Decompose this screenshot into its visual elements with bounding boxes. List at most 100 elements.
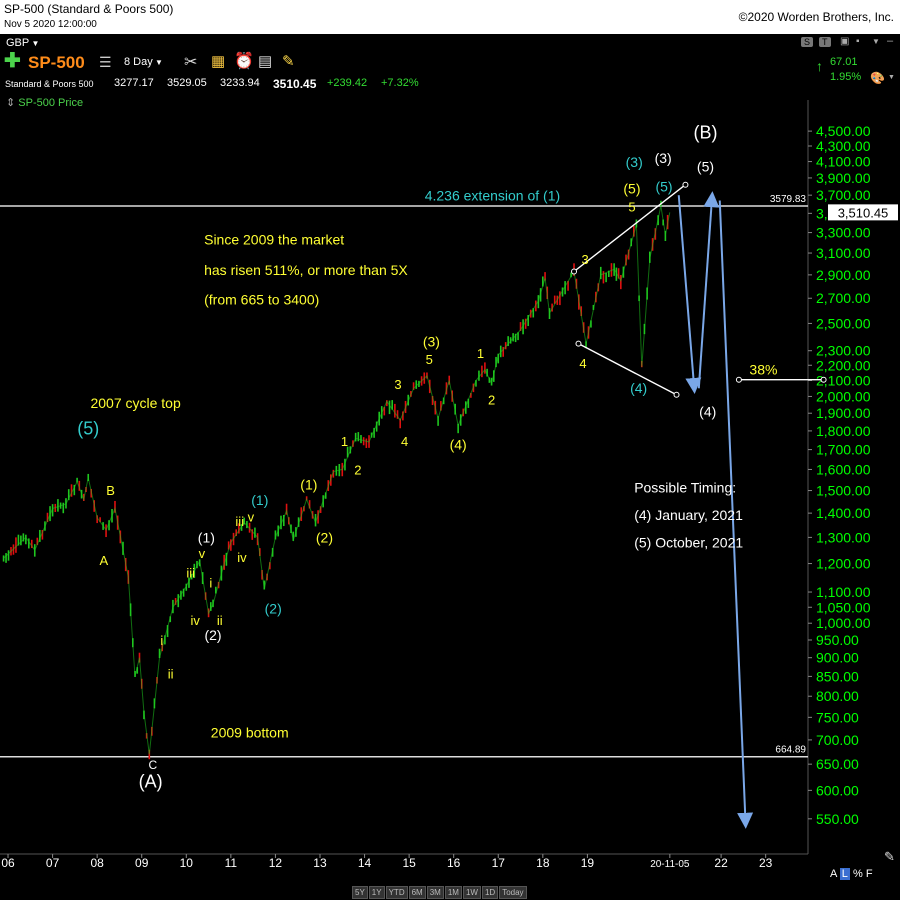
range-button-today[interactable]: Today	[499, 886, 527, 899]
trendline	[578, 343, 677, 396]
range-button-3m[interactable]: 3M	[426, 886, 444, 899]
wave-label: B	[106, 483, 115, 498]
list-icon[interactable]: ☰	[99, 54, 112, 70]
wave-label: 2	[354, 463, 361, 478]
quote-high: 3529.05	[167, 77, 207, 89]
range-button-1w[interactable]: 1W	[462, 886, 481, 899]
chevron-down-icon[interactable]: ▼	[888, 74, 895, 81]
wave-label: (3)	[423, 333, 440, 349]
note-icon[interactable]: ✎	[282, 53, 295, 70]
pencil-icon[interactable]: ✎	[884, 849, 895, 864]
trendline-end-point	[673, 391, 680, 398]
projection-arrow	[697, 191, 720, 389]
y-tick-label: 750.00	[816, 709, 859, 725]
period-select[interactable]: 8 Day ▼	[124, 56, 163, 68]
view-button-t[interactable]: T	[819, 37, 831, 47]
y-tick-label: 1,400.00	[816, 505, 871, 521]
wave-label: (B)	[693, 122, 717, 142]
wave-label: (2)	[204, 627, 221, 643]
x-tick-label: 22	[714, 856, 728, 870]
range-button-6m[interactable]: 6M	[408, 886, 426, 899]
change-value: 67.01	[830, 56, 858, 68]
minus-icon[interactable]: –	[887, 35, 894, 47]
wave-label: 38%	[749, 361, 777, 377]
wave-label: 1	[341, 434, 348, 449]
x-tick-label: 10	[180, 856, 194, 870]
copyright: ©2020 Worden Brothers, Inc.	[738, 10, 894, 24]
x-tick-label: 09	[135, 856, 149, 870]
horizontal-line-label: 664.89	[775, 745, 806, 756]
wave-label: i	[160, 633, 163, 648]
alarm-icon[interactable]: ⏰	[234, 53, 254, 70]
wave-label: 5	[426, 352, 433, 367]
tools-icon[interactable]: ✂	[184, 54, 198, 71]
symbol-input[interactable]: SP-500	[28, 53, 85, 72]
calculator-icon[interactable]: ▤	[258, 53, 273, 70]
period-label: 8 Day	[124, 56, 153, 68]
chevron-down-icon[interactable]: ▼	[872, 37, 880, 46]
wave-label: 3	[582, 252, 589, 267]
quote-change: +239.42	[327, 77, 368, 89]
wave-label: ii	[168, 666, 174, 681]
updown-icon: ⇕	[6, 97, 16, 109]
wave-label: ii	[217, 613, 223, 628]
range-button-ytd[interactable]: YTD	[385, 886, 408, 899]
scale-arithmetic-button[interactable]: A	[830, 868, 837, 880]
wave-label: (5)	[655, 179, 672, 195]
y-tick-label: 700.00	[816, 732, 859, 748]
scale-f-button[interactable]: F	[865, 868, 873, 880]
change-percent: 1.95%	[830, 71, 862, 83]
projection-arrow	[718, 200, 754, 829]
add-icon[interactable]: ✚	[4, 50, 21, 72]
current-price-box	[828, 204, 898, 221]
view-button-s[interactable]: S	[801, 37, 814, 47]
wave-label: A	[100, 553, 109, 568]
wave-label: (5)	[77, 419, 99, 439]
x-tick-label: 13	[313, 856, 327, 870]
wave-label: (1)	[300, 476, 317, 492]
y-tick-label: 1,200.00	[816, 556, 871, 572]
wave-label: (5)	[697, 158, 714, 174]
y-tick-label: 4,500.00	[816, 123, 871, 139]
y-tick-label: 2,700.00	[816, 290, 871, 306]
trendline-end-point	[820, 376, 827, 383]
y-tick-label: 900.00	[816, 650, 859, 666]
wave-label: (1)	[251, 492, 268, 508]
wave-label: iii	[186, 565, 195, 580]
y-tick-label: 1,600.00	[816, 461, 871, 477]
range-button-5y[interactable]: 5Y	[352, 886, 368, 899]
y-tick-label: 1,800.00	[816, 423, 871, 439]
currency-label: GBP	[6, 37, 30, 49]
range-button-1y[interactable]: 1Y	[368, 886, 385, 899]
y-tick-label: 4,300.00	[816, 138, 871, 154]
palette-icon[interactable]: 🎨	[870, 71, 885, 85]
time-range-buttons: 5Y 1Y YTD 6M 3M 1M 1W 1D Today	[352, 886, 527, 899]
y-tick-label: 550.00	[816, 811, 859, 827]
lock-icon[interactable]: ▪	[856, 36, 860, 47]
wave-label: 5	[628, 199, 635, 214]
y-tick-label: 3,900.00	[816, 170, 871, 186]
quote-name: Standard & Poors 500	[5, 79, 94, 89]
trendline-start-point	[735, 376, 742, 383]
projection-arrow	[677, 195, 702, 394]
y-tick-label: 2,200.00	[816, 357, 871, 373]
grid-icon[interactable]: ▦	[211, 53, 226, 70]
wave-label: (5)	[623, 180, 640, 196]
range-button-1m[interactable]: 1M	[444, 886, 462, 899]
chevron-down-icon: ▼	[152, 58, 163, 67]
scale-log-button[interactable]: L	[839, 868, 850, 880]
wave-label: (1)	[198, 529, 215, 545]
chart-title: SP-500 (Standard & Poors 500)	[4, 2, 174, 16]
x-tick-label: 17	[492, 856, 506, 870]
legend[interactable]: ⇕ SP-500 Price	[6, 96, 83, 109]
quote-low: 3233.94	[220, 77, 260, 89]
window-icon[interactable]: ▣	[840, 36, 850, 47]
currency-select[interactable]: GBP ▼	[6, 37, 39, 49]
x-tick-label: 12	[269, 856, 283, 870]
y-tick-label: 1,100.00	[816, 584, 871, 600]
range-button-1d[interactable]: 1D	[481, 886, 499, 899]
scale-percent-button[interactable]: %	[852, 868, 863, 880]
y-tick-label: 800.00	[816, 688, 859, 704]
y-tick-label: 3,300.00	[816, 225, 871, 241]
